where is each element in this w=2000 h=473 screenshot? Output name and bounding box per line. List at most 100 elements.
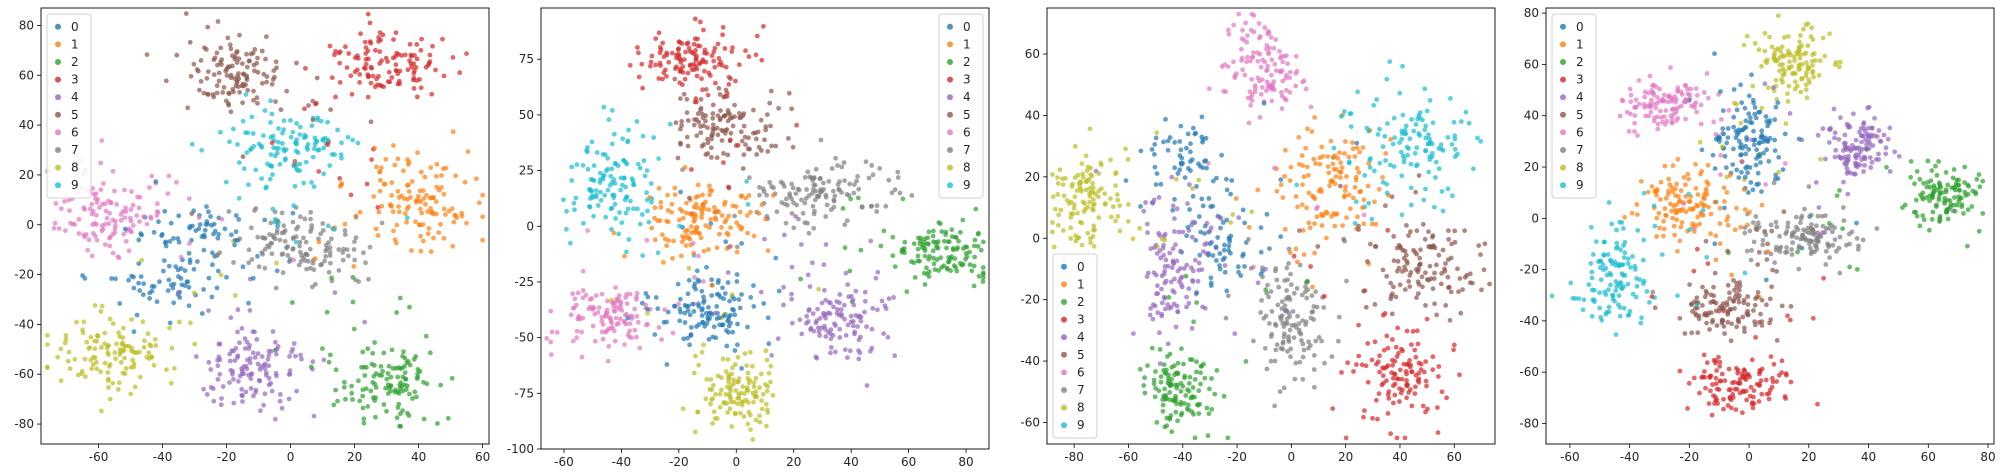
data-point-class-2 (1826, 221, 1832, 226)
data-point-class-9 (276, 126, 281, 131)
data-point-class-0 (711, 324, 717, 330)
data-point-class-7 (1296, 327, 1302, 333)
data-point-class-8 (1061, 193, 1067, 199)
data-point-class-7 (1650, 289, 1656, 295)
data-point-class-5 (244, 77, 250, 83)
data-point-class-1 (1722, 199, 1727, 204)
data-point-class-1 (428, 165, 434, 171)
data-point-class-1 (429, 210, 434, 216)
data-point-class-9 (1338, 114, 1344, 119)
data-point-class-9 (581, 220, 586, 226)
scatter-points (1549, 13, 1986, 418)
data-point-class-9 (329, 152, 335, 157)
data-point-class-5 (228, 46, 234, 52)
data-point-class-4 (1896, 153, 1902, 159)
data-point-class-2 (969, 268, 975, 274)
data-point-class-1 (439, 173, 444, 178)
data-point-class-9 (1619, 271, 1625, 276)
data-point-class-9 (1573, 296, 1578, 301)
x-tick-label: -60 (1119, 450, 1139, 464)
data-point-class-3 (414, 42, 420, 47)
data-point-class-1 (703, 223, 709, 229)
data-point-class-3 (1759, 391, 1765, 397)
data-point-class-8 (1796, 66, 1802, 72)
data-point-class-0 (1228, 233, 1234, 239)
data-point-class-7 (298, 259, 304, 264)
data-point-class-2 (1182, 375, 1187, 381)
data-point-class-7 (796, 216, 801, 222)
data-point-class-8 (1053, 206, 1058, 212)
data-point-class-5 (163, 78, 169, 84)
data-point-class-4 (1162, 264, 1168, 269)
data-point-class-1 (665, 208, 671, 213)
data-point-class-3 (1719, 371, 1725, 377)
data-point-class-0 (1196, 214, 1202, 219)
data-point-class-1 (1346, 192, 1352, 198)
data-point-class-1 (1675, 156, 1681, 162)
data-point-class-7 (789, 181, 794, 187)
data-point-class-4 (856, 356, 862, 362)
data-point-class-5 (1711, 293, 1717, 299)
data-point-class-5 (1430, 233, 1436, 238)
data-point-class-5 (261, 71, 267, 77)
data-point-class-7 (734, 244, 740, 250)
data-point-class-2 (915, 253, 921, 259)
data-point-class-9 (331, 227, 337, 232)
x-tick-label: -20 (1227, 450, 1247, 464)
data-point-class-8 (723, 392, 729, 397)
data-point-class-5 (714, 125, 720, 131)
data-point-class-5 (254, 60, 260, 66)
data-point-class-8 (1792, 79, 1798, 85)
data-point-class-3 (419, 36, 424, 42)
data-point-class-6 (1255, 58, 1261, 64)
data-point-class-1 (736, 223, 742, 229)
data-point-class-0 (1756, 181, 1761, 187)
data-point-class-2 (842, 245, 848, 251)
data-point-class-8 (1072, 175, 1078, 181)
data-point-class-3 (722, 94, 728, 99)
data-point-class-2 (911, 241, 917, 247)
data-point-class-9 (288, 134, 294, 140)
data-point-class-4 (789, 264, 795, 270)
data-point-class-3 (1451, 342, 1457, 348)
data-point-class-4 (1172, 276, 1177, 282)
data-point-class-2 (971, 243, 977, 249)
data-point-class-5 (1417, 255, 1423, 261)
data-point-class-3 (1363, 363, 1369, 369)
data-point-class-0 (1208, 275, 1214, 281)
data-point-class-1 (441, 206, 447, 212)
data-point-class-2 (406, 413, 412, 418)
data-point-class-0 (141, 281, 147, 287)
data-point-class-3 (377, 49, 383, 54)
data-point-class-0 (751, 304, 757, 309)
legend-marker-5 (1061, 351, 1067, 358)
data-point-class-9 (325, 119, 330, 125)
data-point-class-3 (336, 50, 342, 56)
data-point-class-4 (799, 331, 805, 337)
data-point-class-2 (946, 255, 952, 260)
data-point-class-8 (1056, 212, 1062, 218)
data-point-class-5 (738, 129, 744, 135)
data-point-class-4 (242, 346, 248, 351)
data-point-class-4 (1167, 250, 1173, 256)
data-point-class-9 (1439, 189, 1445, 194)
data-point-class-4 (1190, 279, 1196, 284)
data-point-class-8 (1087, 199, 1092, 205)
data-point-class-4 (220, 384, 226, 389)
data-point-class-2 (924, 265, 929, 271)
data-point-class-5 (776, 105, 781, 111)
data-point-class-2 (1190, 385, 1196, 390)
data-point-class-8 (747, 349, 753, 355)
data-point-class-4 (1184, 304, 1189, 310)
data-point-class-9 (355, 140, 361, 146)
data-point-class-8 (1782, 35, 1787, 40)
data-point-class-7 (1282, 303, 1288, 309)
data-point-class-8 (1759, 63, 1764, 69)
data-point-class-4 (266, 363, 272, 369)
data-point-class-1 (1661, 226, 1667, 232)
data-point-class-8 (99, 303, 105, 309)
data-point-class-4 (1845, 157, 1851, 163)
data-point-class-3 (1403, 368, 1409, 374)
legend-label-6: 6 (71, 125, 79, 139)
data-point-class-9 (639, 212, 645, 217)
